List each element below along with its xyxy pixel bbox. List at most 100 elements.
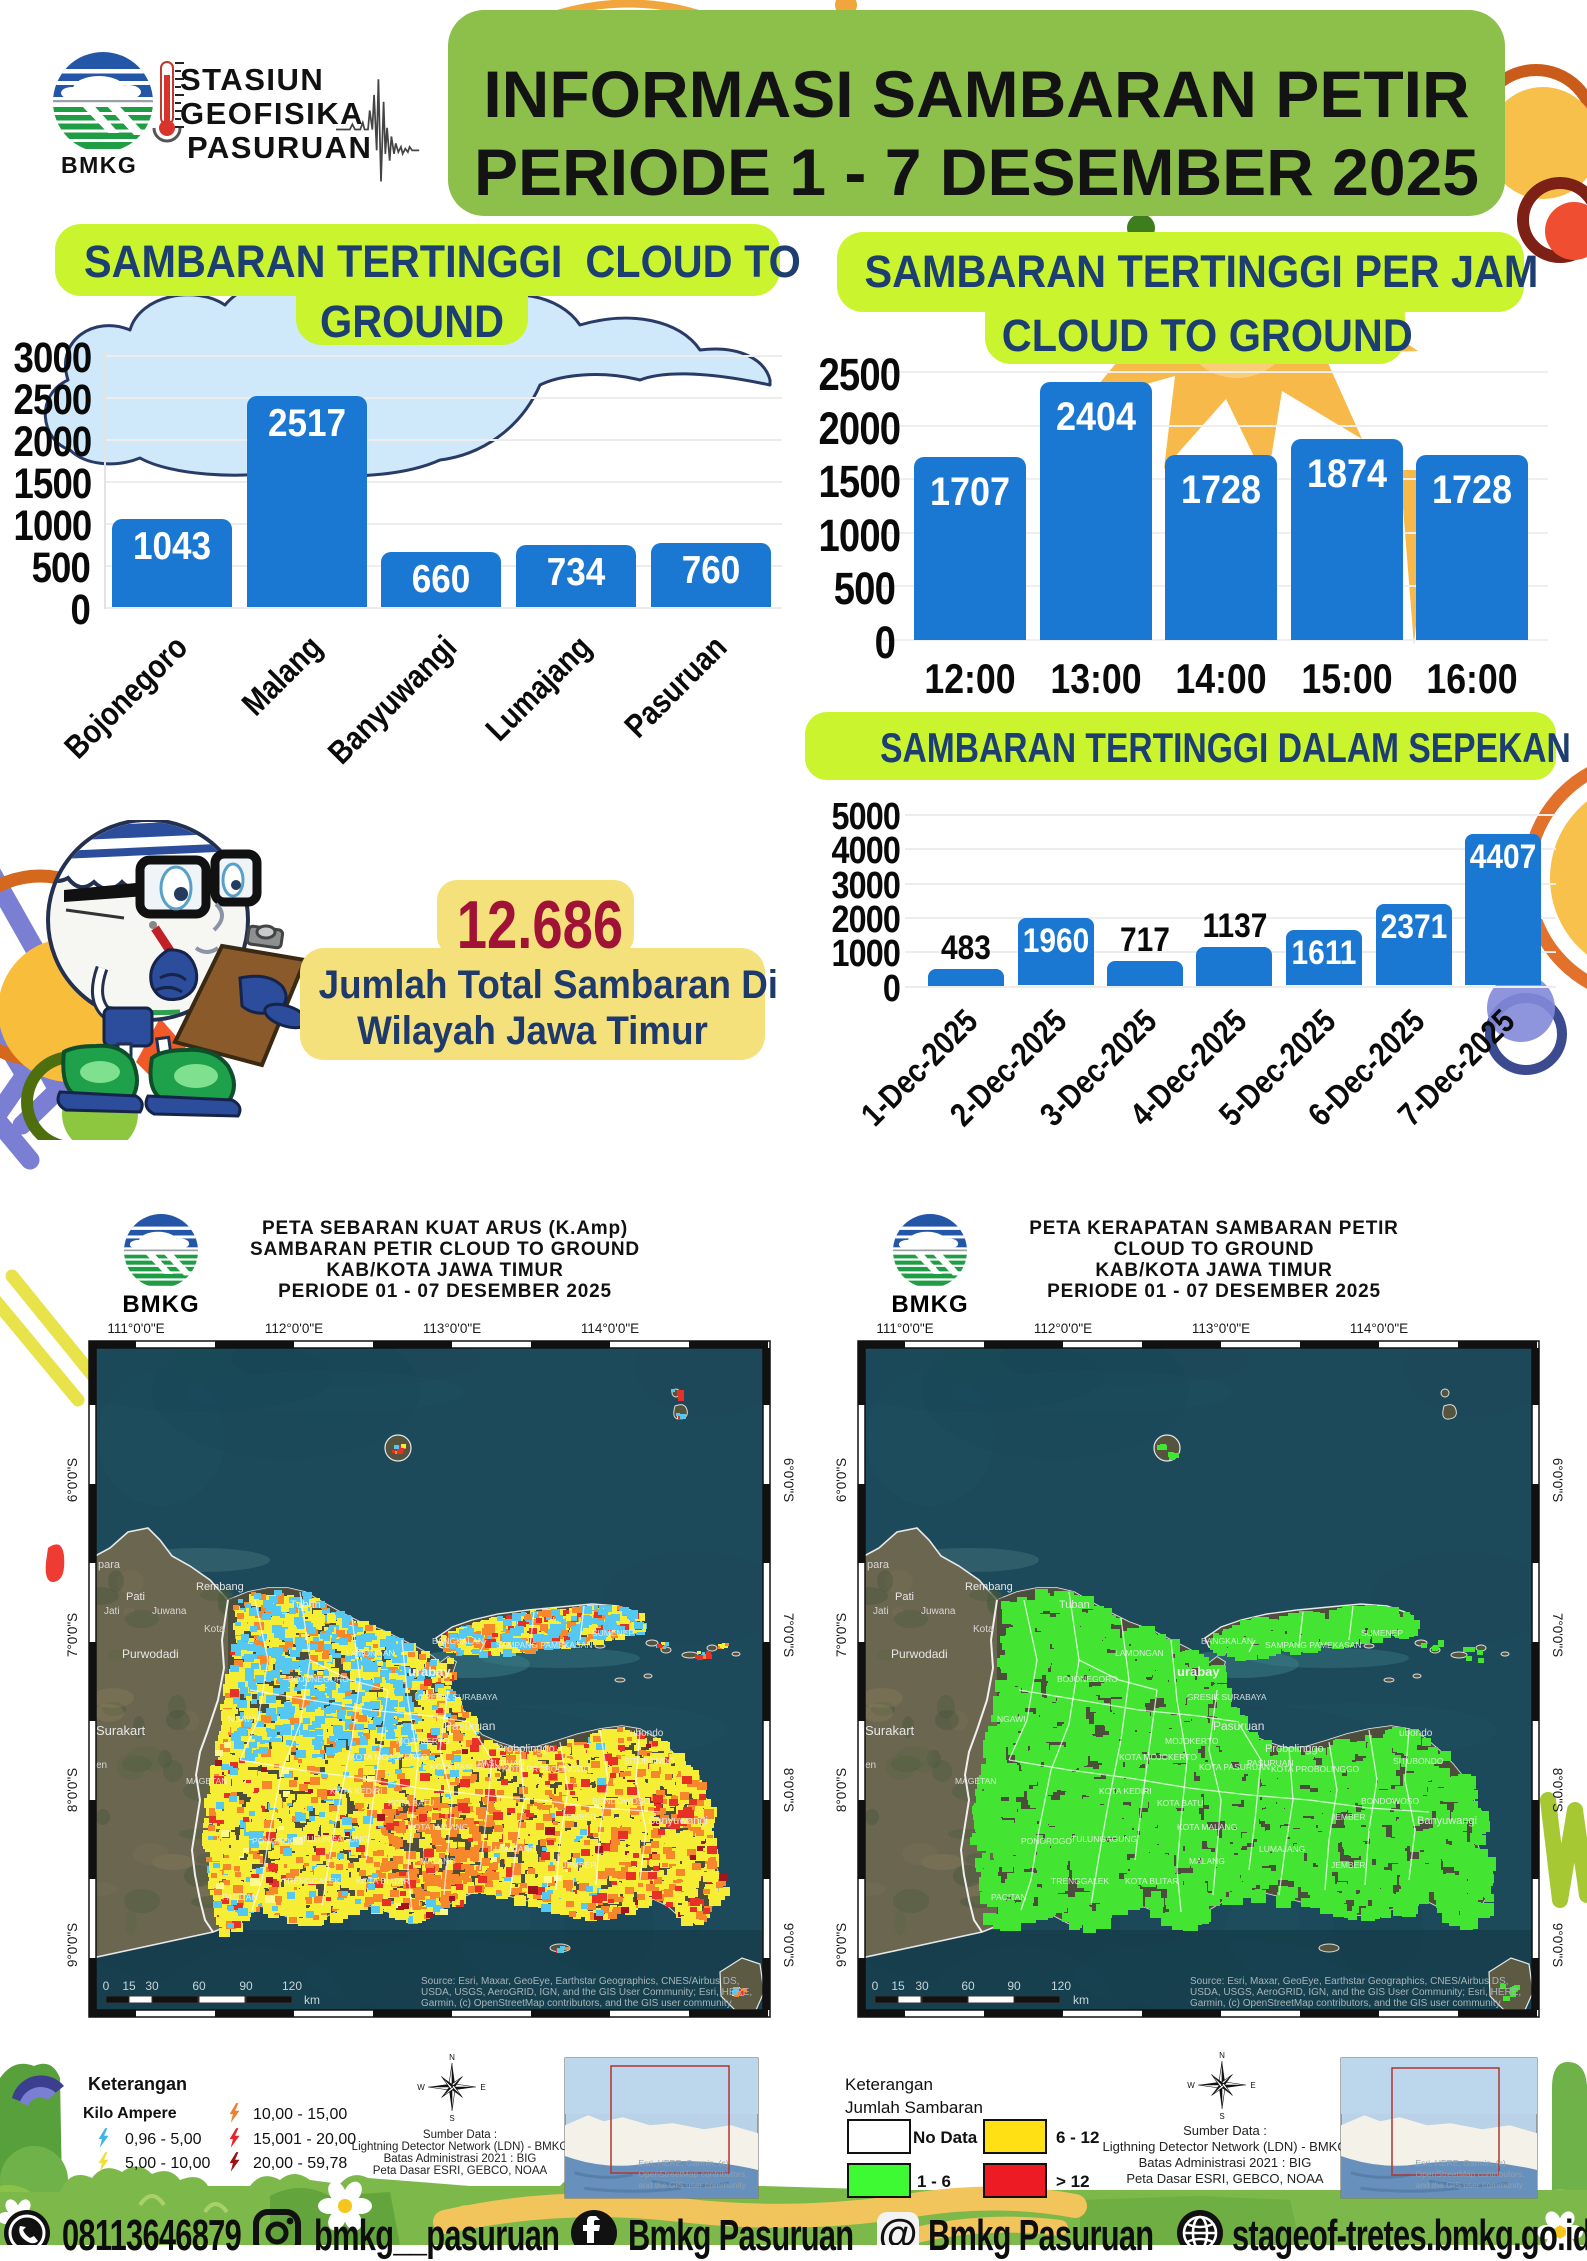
svg-text:Keterangan: Keterangan xyxy=(88,2074,187,2094)
svg-text:PACITAN: PACITAN xyxy=(222,1892,258,1902)
svg-text:113°0'0"E: 113°0'0"E xyxy=(1192,1321,1250,1336)
svg-text:90: 90 xyxy=(1007,1979,1021,1993)
svg-text:Banyuwangi: Banyuwangi xyxy=(648,1815,708,1827)
svg-text:USDA, USGS, AeroGRID, IGN, and: USDA, USGS, AeroGRID, IGN, and the GIS U… xyxy=(421,1987,752,1998)
svg-text:0,96 - 5,00: 0,96 - 5,00 xyxy=(125,2131,202,2148)
svg-text:urabay: urabay xyxy=(408,1664,451,1679)
svg-text:30: 30 xyxy=(915,1979,929,1993)
svg-text:KOTA PASURUAN: KOTA PASURUAN xyxy=(430,1762,501,1772)
svg-text:Pasuruan: Pasuruan xyxy=(444,1719,495,1733)
svg-text:BOJONEGORO: BOJONEGORO xyxy=(1057,1674,1118,1684)
svg-text:KOTA BATU: KOTA BATU xyxy=(1157,1798,1203,1808)
svg-text:Ligthning Detector Network (LD: Ligthning Detector Network (LDN) - BMKG xyxy=(1103,2139,1348,2154)
svg-text:LAMONGAN: LAMONGAN xyxy=(346,1648,395,1658)
svg-text:urabay: urabay xyxy=(1177,1664,1220,1679)
svg-text:Kota: Kota xyxy=(204,1624,225,1635)
svg-text:KOTA KEDIRI: KOTA KEDIRI xyxy=(330,1786,383,1796)
svg-text:Tuban: Tuban xyxy=(1059,1599,1090,1611)
svg-text:8°0'0"S: 8°0'0"S xyxy=(1550,1768,1565,1812)
svg-text:111°0'0"E: 111°0'0"E xyxy=(876,1321,933,1336)
svg-text:Sumber Data :: Sumber Data : xyxy=(1183,2123,1267,2138)
svg-text:Peta Dasar ESRI, GEBCO, NOAA: Peta Dasar ESRI, GEBCO, NOAA xyxy=(373,2165,548,2177)
svg-text:9°0'0"S: 9°0'0"S xyxy=(834,1923,849,1967)
svg-text:6°0'0"S: 6°0'0"S xyxy=(834,1458,849,1502)
svg-text:PONOROGO: PONOROGO xyxy=(252,1836,303,1846)
svg-text:Garmin, (c) OpenStreetMap cont: Garmin, (c) OpenStreetMap contributors, … xyxy=(421,1998,732,2009)
svg-text:Batas Administrasi 2021 : BIG: Batas Administrasi 2021 : BIG xyxy=(1139,2155,1312,2170)
svg-text:GRESIK SURABAYA: GRESIK SURABAYA xyxy=(1187,1692,1267,1702)
svg-text:Keterangan: Keterangan xyxy=(845,2075,933,2094)
svg-text:7°0'0"S: 7°0'0"S xyxy=(1550,1613,1565,1657)
svg-text:SITUBONDO: SITUBONDO xyxy=(1393,1756,1444,1766)
svg-text:Pati: Pati xyxy=(895,1591,914,1603)
svg-text:JEMBER: JEMBER xyxy=(562,1860,596,1870)
svg-text:9°0'0"S: 9°0'0"S xyxy=(1550,1923,1565,1967)
svg-text:KOTA PROBOLINGGO: KOTA PROBOLINGGO xyxy=(1271,1764,1360,1774)
svg-text:W: W xyxy=(417,2083,425,2092)
svg-text:TRENGGALEK: TRENGGALEK xyxy=(1051,1876,1109,1886)
svg-text:120: 120 xyxy=(1051,1979,1071,1993)
svg-text:E: E xyxy=(480,2083,485,2092)
svg-text:MOJOKERTO: MOJOKERTO xyxy=(1165,1736,1219,1746)
svg-text:SITUBONDO: SITUBONDO xyxy=(624,1756,675,1766)
svg-text:S: S xyxy=(449,2114,454,2123)
svg-text:KOTA MOJOKERTO: KOTA MOJOKERTO xyxy=(350,1752,428,1762)
svg-text:USDA, USGS, AeroGRID, IGN, and: USDA, USGS, AeroGRID, IGN, and the GIS U… xyxy=(1190,1987,1521,1998)
svg-text:W: W xyxy=(1187,2081,1195,2090)
svg-text:Jati: Jati xyxy=(873,1606,889,1617)
svg-text:KOTA MALANG: KOTA MALANG xyxy=(408,1822,468,1832)
svg-text:KOTA PASURUAN: KOTA PASURUAN xyxy=(1199,1762,1270,1772)
svg-text:km: km xyxy=(1073,1993,1089,2007)
svg-text:MALANG: MALANG xyxy=(420,1856,456,1866)
svg-text:BANGKALAN: BANGKALAN xyxy=(1201,1636,1253,1646)
svg-text:en: en xyxy=(96,1760,107,1771)
svg-text:Source: Esri, Maxar, GeoEye, E: Source: Esri, Maxar, GeoEye, Earthstar G… xyxy=(1190,1976,1508,1987)
svg-text:Esri, HERE, Garmin, (c): Esri, HERE, Garmin, (c) xyxy=(1415,2158,1505,2168)
svg-text:8°0'0"S: 8°0'0"S xyxy=(834,1768,849,1812)
svg-text:MOJOKERTO: MOJOKERTO xyxy=(396,1736,450,1746)
svg-text:MAGETAN: MAGETAN xyxy=(955,1776,996,1786)
svg-text:LAMONGAN: LAMONGAN xyxy=(1115,1648,1164,1658)
svg-text:114°0'0"E: 114°0'0"E xyxy=(1350,1321,1408,1336)
svg-text:114°0'0"E: 114°0'0"E xyxy=(581,1321,639,1336)
svg-text:15: 15 xyxy=(122,1979,136,1993)
svg-text:Source: Esri, Maxar, GeoEye, E: Source: Esri, Maxar, GeoEye, Earthstar G… xyxy=(421,1976,739,1987)
svg-text:MALANG: MALANG xyxy=(1189,1856,1225,1866)
svg-text:6°0'0"S: 6°0'0"S xyxy=(65,1458,80,1502)
svg-text:Esri, HERE, Garmin, (c): Esri, HERE, Garmin, (c) xyxy=(638,2158,728,2168)
svg-text:30: 30 xyxy=(145,1979,159,1993)
svg-text:LUMAJANG: LUMAJANG xyxy=(1259,1844,1305,1854)
svg-text:Kilo Ampere: Kilo Ampere xyxy=(83,2105,177,2122)
svg-text:and the GIS user community: and the GIS user community xyxy=(1415,2180,1523,2190)
svg-text:6°0'0"S: 6°0'0"S xyxy=(1550,1458,1565,1502)
svg-text:Probolinggo: Probolinggo xyxy=(1265,1743,1324,1755)
svg-text:para: para xyxy=(867,1559,890,1571)
svg-text:> 12: > 12 xyxy=(1056,2172,1090,2191)
svg-text:9°0'0"S: 9°0'0"S xyxy=(781,1923,796,1967)
svg-text:Jati: Jati xyxy=(104,1606,120,1617)
svg-text:Surakart: Surakart xyxy=(865,1723,915,1738)
svg-text:SUMENEP: SUMENEP xyxy=(1361,1628,1403,1638)
svg-text:PASURUAN: PASURUAN xyxy=(1247,1758,1294,1768)
svg-text:NGAWI: NGAWI xyxy=(228,1714,257,1724)
svg-text:TULUNGAGUNG: TULUNGAGUNG xyxy=(1071,1834,1137,1844)
svg-text:Probolinggo: Probolinggo xyxy=(496,1743,555,1755)
svg-text:BANGKALAN: BANGKALAN xyxy=(432,1636,484,1646)
svg-text:SAMPANG PAMEKASAN: SAMPANG PAMEKASAN xyxy=(1265,1640,1362,1650)
svg-text:15: 15 xyxy=(891,1979,905,1993)
svg-text:Pasuruan: Pasuruan xyxy=(1213,1719,1264,1733)
svg-text:JEMBER: JEMBER xyxy=(562,1812,596,1822)
svg-text:KOTA KEDIRI: KOTA KEDIRI xyxy=(1099,1786,1152,1796)
svg-text:N: N xyxy=(1219,2051,1225,2060)
svg-text:90: 90 xyxy=(239,1979,253,1993)
svg-text:Kota: Kota xyxy=(973,1624,994,1635)
svg-text:S: S xyxy=(1219,2112,1224,2121)
svg-text:KOTA BLITAR: KOTA BLITAR xyxy=(1125,1876,1179,1886)
svg-text:9°0'0"S: 9°0'0"S xyxy=(65,1923,80,1967)
svg-text:BOJONEGORO: BOJONEGORO xyxy=(288,1674,349,1684)
svg-text:LUMAJANG: LUMAJANG xyxy=(490,1844,536,1854)
svg-text:120: 120 xyxy=(282,1979,302,1993)
svg-text:OpenStreetMap contributors,: OpenStreetMap contributors, xyxy=(638,2169,747,2179)
svg-text:6 - 12: 6 - 12 xyxy=(1056,2128,1099,2147)
svg-text:BMKG: BMKG xyxy=(891,1291,968,1318)
